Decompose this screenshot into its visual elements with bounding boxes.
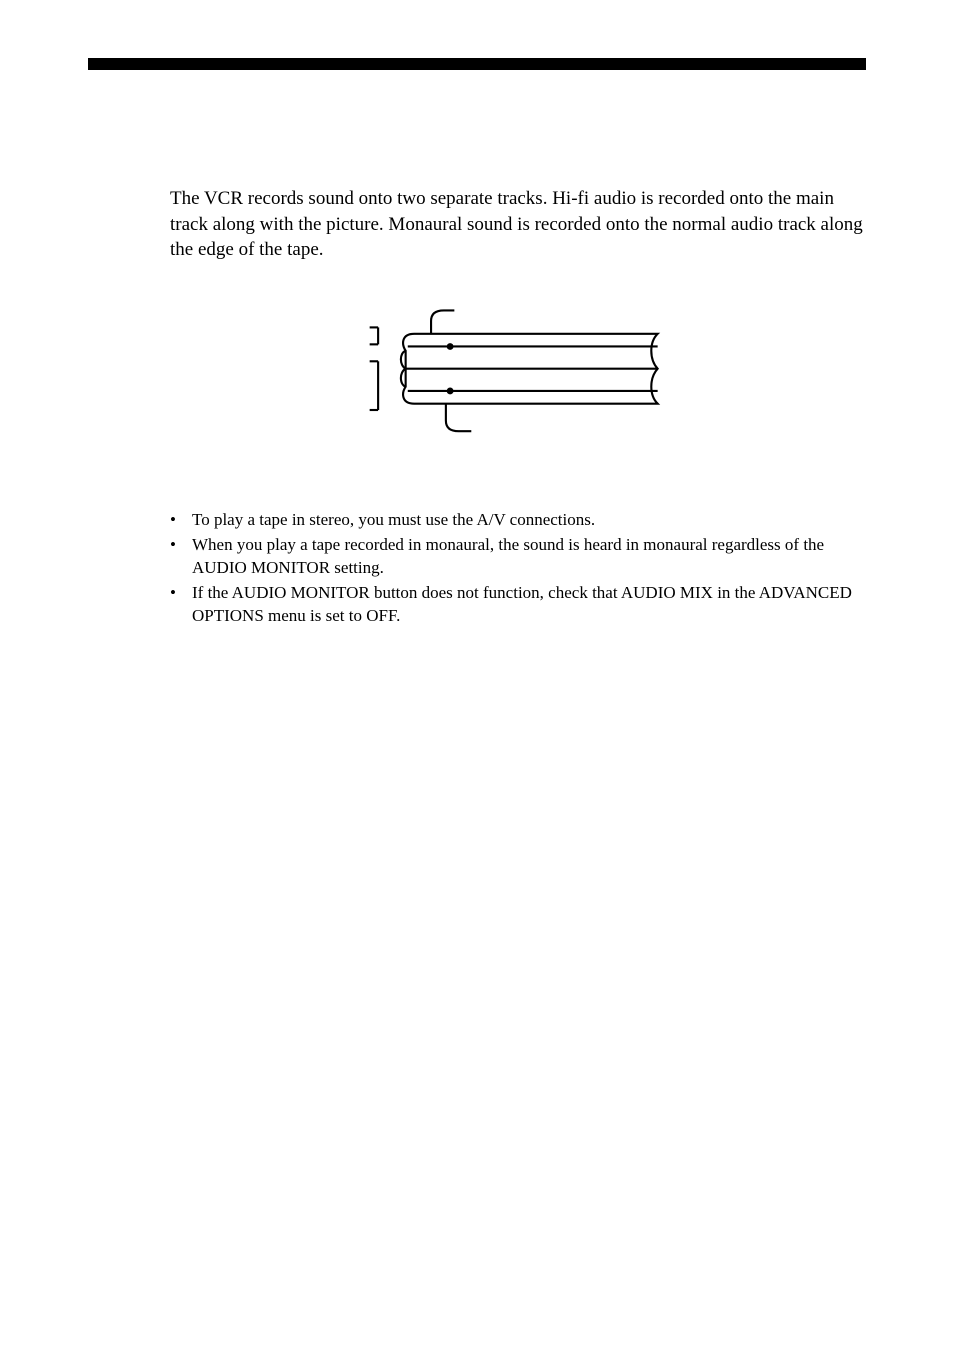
note-item: • If the AUDIO MONITOR button does not f… bbox=[170, 582, 870, 628]
page-content: The VCR records sound onto two separate … bbox=[170, 186, 870, 630]
note-item: • To play a tape in stereo, you must use… bbox=[170, 509, 870, 532]
tape-diagram-wrap bbox=[170, 299, 870, 449]
hifi-dot-top bbox=[447, 343, 454, 350]
intro-paragraph: The VCR records sound onto two separate … bbox=[170, 186, 870, 263]
note-text: To play a tape in stereo, you must use t… bbox=[192, 509, 870, 532]
note-text: If the AUDIO MONITOR button does not fun… bbox=[192, 582, 870, 628]
top-rule bbox=[88, 58, 866, 70]
hook-bottom bbox=[446, 404, 471, 432]
notes-list: • To play a tape in stereo, you must use… bbox=[170, 509, 870, 628]
bullet-icon: • bbox=[170, 509, 192, 532]
bullet-icon: • bbox=[170, 534, 192, 580]
tape-diagram bbox=[340, 299, 700, 449]
hook-top bbox=[431, 310, 454, 333]
note-text: When you play a tape recorded in monaura… bbox=[192, 534, 870, 580]
note-item: • When you play a tape recorded in monau… bbox=[170, 534, 870, 580]
bullet-icon: • bbox=[170, 582, 192, 628]
hifi-dot-bottom bbox=[447, 387, 454, 394]
